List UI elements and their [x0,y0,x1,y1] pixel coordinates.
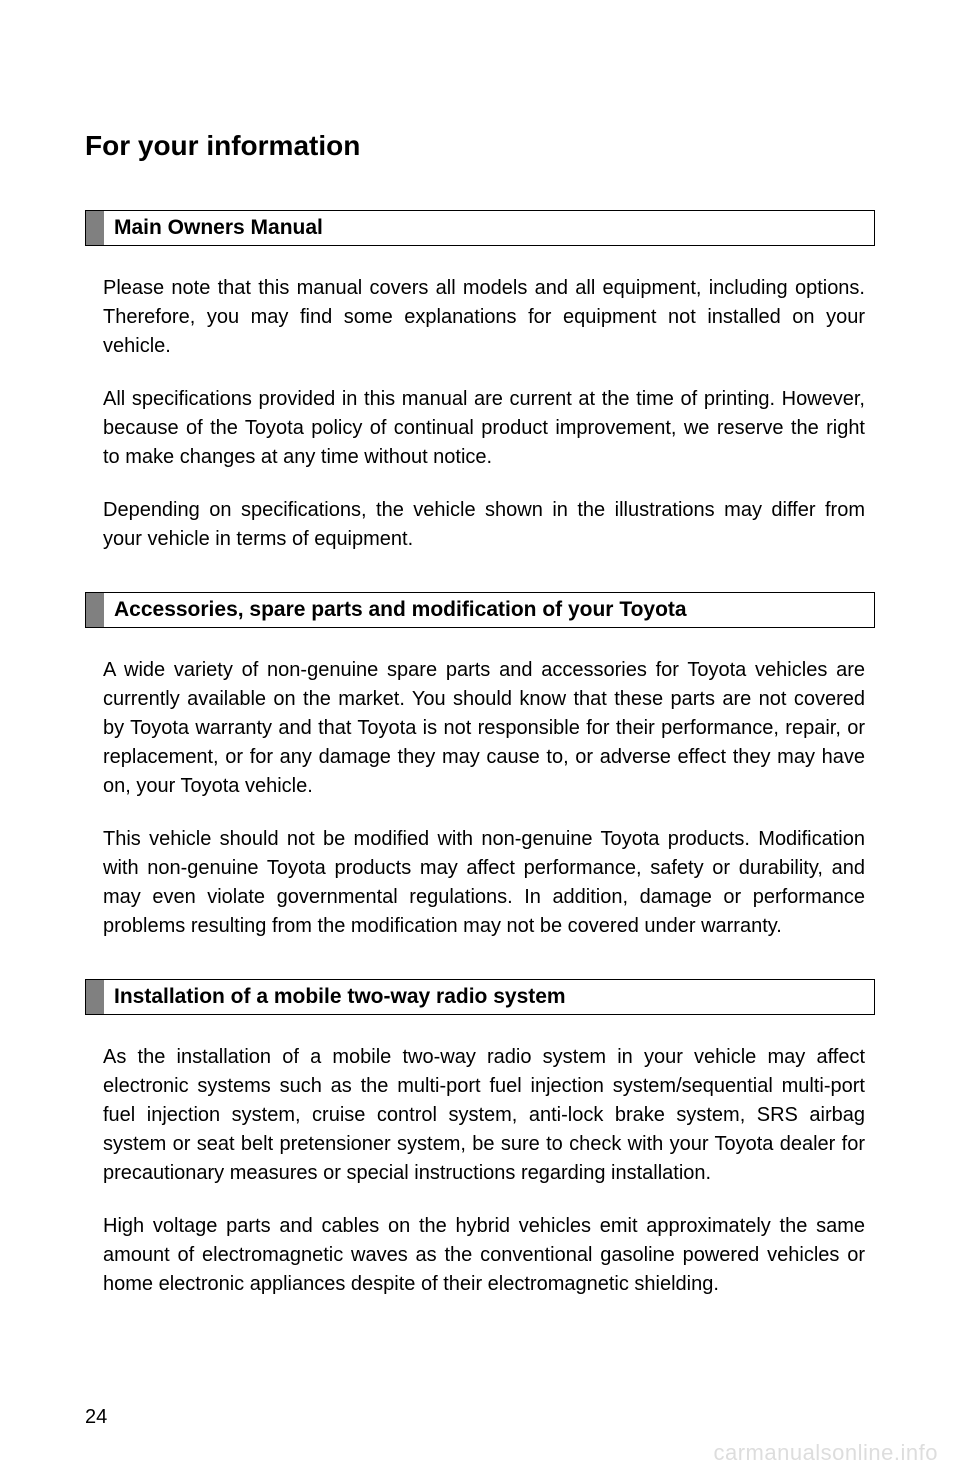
section-header: Main Owners Manual [85,210,875,246]
page-title: For your information [85,130,875,162]
section-title: Installation of a mobile two-way radio s… [104,980,566,1014]
section-header: Accessories, spare parts and modificatio… [85,592,875,628]
section-header: Installation of a mobile two-way radio s… [85,979,875,1015]
page-content: For your information Main Owners Manual … [0,0,960,1299]
body-paragraph: This vehicle should not be modified with… [103,825,865,941]
watermark-text: carmanualsonline.info [713,1440,938,1466]
body-paragraph: High voltage parts and cables on the hyb… [103,1212,865,1299]
body-paragraph: Depending on specifications, the vehicle… [103,496,865,554]
body-paragraph: All specifications provided in this manu… [103,385,865,472]
section-marker-icon [86,593,104,627]
section-title: Accessories, spare parts and modificatio… [104,593,687,627]
body-paragraph: A wide variety of non-genuine spare part… [103,656,865,801]
section-marker-icon [86,980,104,1014]
page-number: 24 [85,1406,107,1429]
section-accessories: Accessories, spare parts and modificatio… [85,592,875,941]
section-marker-icon [86,211,104,245]
section-main-owners: Main Owners Manual Please note that this… [85,210,875,554]
body-paragraph: Please note that this manual covers all … [103,274,865,361]
section-radio-installation: Installation of a mobile two-way radio s… [85,979,875,1299]
section-title: Main Owners Manual [104,211,323,245]
body-paragraph: As the installation of a mobile two-way … [103,1043,865,1188]
